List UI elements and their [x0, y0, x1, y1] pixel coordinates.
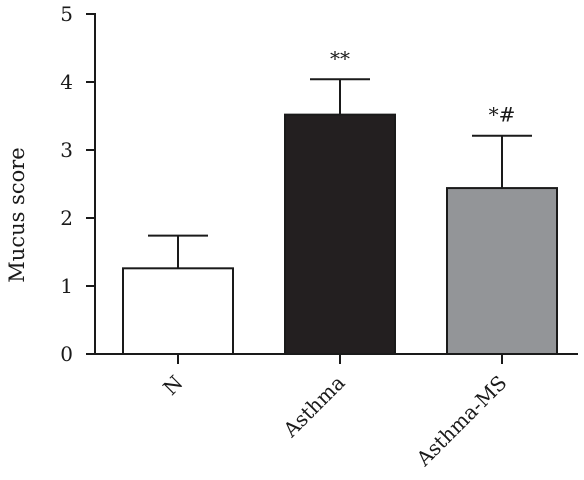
significance-mark: **	[330, 46, 350, 70]
bar-asthma	[284, 113, 396, 355]
y-tick-label: 5	[60, 2, 73, 26]
significance-mark: *#	[489, 103, 516, 127]
bar-n	[122, 267, 234, 356]
y-tick-label: 2	[60, 206, 73, 230]
y-tick-label: 3	[60, 138, 73, 162]
x-axis: N Asthma Asthma-MS	[95, 353, 578, 472]
y-axis: 0 1 2 3 4 5	[60, 2, 96, 366]
x-tick-label: N	[158, 371, 187, 400]
bar-asthma-ms	[446, 187, 558, 355]
y-axis-title: Mucus score	[5, 147, 29, 282]
x-tick-label: Asthma-MS	[411, 371, 512, 472]
y-tick-label: 4	[60, 70, 73, 94]
bars	[122, 113, 558, 356]
significance-annotations: ** *#	[330, 46, 515, 126]
error-bars	[148, 78, 532, 269]
x-tick-label: Asthma	[278, 371, 350, 443]
y-tick-label: 1	[60, 274, 73, 298]
y-tick-label: 0	[60, 342, 73, 366]
